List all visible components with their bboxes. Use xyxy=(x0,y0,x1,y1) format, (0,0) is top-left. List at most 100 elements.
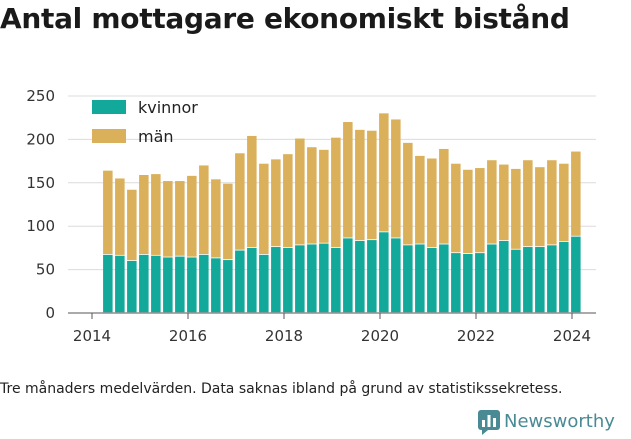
bars xyxy=(103,113,581,313)
x-tick-label: 2022 xyxy=(457,327,495,345)
bar-kvinnor xyxy=(283,247,293,313)
bar-män xyxy=(295,138,305,245)
bar-kvinnor xyxy=(355,240,365,313)
bar-kvinnor xyxy=(211,258,221,313)
chart-title: Antal mottagare ekonomiskt bistånd xyxy=(0,2,570,35)
y-tick-label: 100 xyxy=(26,217,55,235)
bar-män xyxy=(559,163,569,242)
bar-män xyxy=(415,155,425,244)
bar-män xyxy=(319,149,329,243)
newsworthy-icon xyxy=(478,410,500,435)
bar-kvinnor xyxy=(379,232,389,313)
bar-kvinnor xyxy=(151,255,161,313)
bar-män xyxy=(511,168,521,249)
legend-item: kvinnor xyxy=(92,98,198,117)
bar-kvinnor xyxy=(235,250,245,313)
bar-män xyxy=(139,174,149,255)
bar-kvinnor xyxy=(247,247,257,313)
bar-kvinnor xyxy=(175,256,185,313)
bar-kvinnor xyxy=(271,247,281,313)
bar-män xyxy=(379,113,389,232)
legend: kvinnor män xyxy=(92,98,198,146)
y-tick-label: 150 xyxy=(26,174,55,192)
bar-kvinnor xyxy=(343,238,353,313)
bar-kvinnor xyxy=(103,254,113,313)
bar-män xyxy=(571,151,581,236)
bar-kvinnor xyxy=(559,241,569,313)
bar-män xyxy=(427,158,437,248)
y-tick-label: 50 xyxy=(36,261,55,279)
bar-kvinnor xyxy=(319,243,329,313)
bar-män xyxy=(235,153,245,250)
bar-män xyxy=(535,167,545,247)
bar-kvinnor xyxy=(487,244,497,313)
y-tick-label: 200 xyxy=(26,130,55,148)
bar-män xyxy=(103,170,113,255)
bar-män xyxy=(439,148,449,244)
bar-män xyxy=(475,168,485,253)
footnote: Tre månaders medelvärden. Data saknas ib… xyxy=(0,381,563,397)
bar-kvinnor xyxy=(571,236,581,313)
bar-kvinnor xyxy=(451,253,461,313)
bar-män xyxy=(331,137,341,248)
bar-kvinnor xyxy=(463,253,473,313)
bar-kvinnor xyxy=(547,245,557,313)
bar-kvinnor xyxy=(187,257,197,313)
x-tick-label: 2018 xyxy=(265,327,303,345)
bar-män xyxy=(451,163,461,253)
bar-kvinnor xyxy=(475,253,485,313)
bar-kvinnor xyxy=(535,247,545,313)
bar-män xyxy=(367,130,377,240)
bar-kvinnor xyxy=(367,240,377,313)
bar-kvinnor xyxy=(295,245,305,313)
bar-kvinnor xyxy=(523,247,533,313)
x-tick-label: 2020 xyxy=(361,327,399,345)
bar-män xyxy=(175,181,185,256)
bar-kvinnor xyxy=(199,254,209,313)
x-tick-label: 2014 xyxy=(73,327,111,345)
legend-label: män xyxy=(138,127,174,146)
bar-män xyxy=(547,160,557,245)
x-tick-label: 2024 xyxy=(553,327,591,345)
bar-kvinnor xyxy=(391,238,401,313)
bar-män xyxy=(355,129,365,241)
y-tick-label: 0 xyxy=(45,304,55,322)
bar-män xyxy=(283,154,293,248)
bar-män xyxy=(391,119,401,238)
bar-män xyxy=(487,160,497,244)
bar-kvinnor xyxy=(163,257,173,313)
bar-män xyxy=(523,160,533,247)
bar-män xyxy=(403,142,413,245)
legend-swatch xyxy=(92,129,126,143)
bar-män xyxy=(187,175,197,257)
legend-item: män xyxy=(92,127,174,146)
bar-kvinnor xyxy=(139,254,149,313)
bar-kvinnor xyxy=(511,249,521,313)
bar-kvinnor xyxy=(223,260,233,313)
bar-män xyxy=(463,169,473,254)
y-tick-label: 250 xyxy=(26,87,55,105)
bar-kvinnor xyxy=(115,255,125,313)
bar-män xyxy=(223,183,233,260)
bar-män xyxy=(343,122,353,238)
bar-kvinnor xyxy=(331,247,341,313)
bar-kvinnor xyxy=(427,247,437,313)
x-tick-label: 2016 xyxy=(169,327,207,345)
bar-män xyxy=(499,164,509,241)
bar-män xyxy=(211,179,221,258)
bar-män xyxy=(115,178,125,255)
axes: 0 50 100 150 200 250 2014 2016 2018 2020 2022 2024 xyxy=(26,87,596,345)
bar-män xyxy=(163,181,173,257)
bar-kvinnor xyxy=(127,260,137,313)
bar-män xyxy=(259,163,269,255)
bar-män xyxy=(271,159,281,247)
bar-kvinnor xyxy=(439,244,449,313)
bar-män xyxy=(307,147,317,244)
brand-name: Newsworthy xyxy=(504,411,615,432)
newsworthy-logo: Newsworthy xyxy=(477,409,627,437)
bar-kvinnor xyxy=(259,254,269,313)
bar-män xyxy=(151,174,161,255)
legend-swatch xyxy=(92,100,126,114)
bar-män xyxy=(247,135,257,248)
